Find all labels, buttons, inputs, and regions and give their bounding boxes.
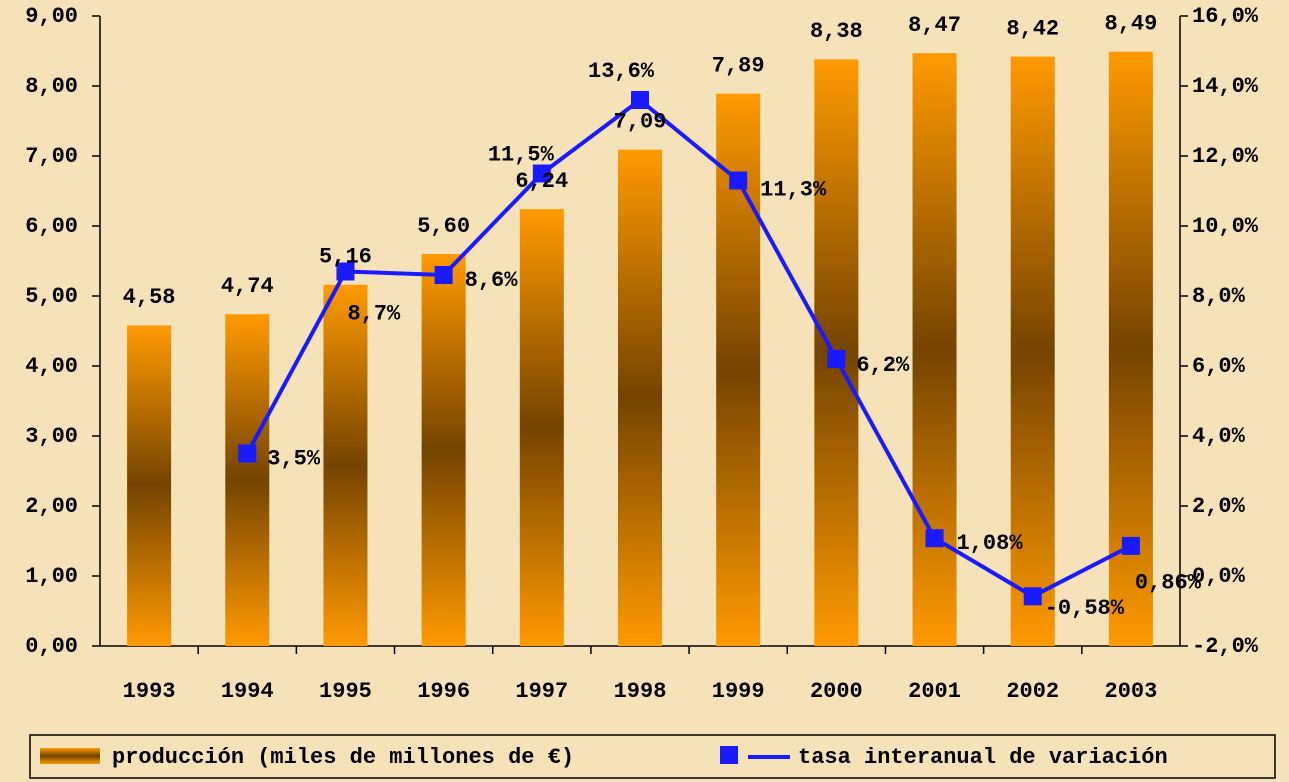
line-value-label: 3,5%	[267, 446, 321, 471]
y2-tick-label: 6,0%	[1192, 354, 1246, 379]
y2-tick-label: 0,0%	[1192, 564, 1246, 589]
line-value-label: 11,5%	[488, 142, 555, 167]
y-tick-label: 8,00	[25, 74, 78, 99]
bar-value-label: 5,16	[319, 245, 372, 270]
marker	[631, 91, 649, 109]
y2-tick-label: 16,0%	[1192, 4, 1259, 29]
line-value-label: 6,2%	[856, 353, 910, 378]
bar-value-label: 4,74	[221, 274, 274, 299]
x-tick-label: 1995	[319, 679, 372, 704]
y-tick-label: 2,00	[25, 494, 78, 519]
x-tick-label: 1994	[221, 679, 274, 704]
marker	[336, 262, 355, 281]
bar-value-label: 7,89	[712, 54, 765, 79]
bar	[225, 314, 270, 646]
y-tick-label: 4,00	[25, 354, 78, 379]
y-tick-label: 1,00	[25, 564, 78, 589]
y2-tick-label: 14,0%	[1192, 74, 1259, 99]
y2-tick-label: -2,0%	[1192, 634, 1259, 659]
line-value-label: 0,86%	[1135, 571, 1202, 596]
bar-value-label: 6,24	[515, 169, 568, 194]
bar	[323, 284, 368, 646]
legend-swatch-bar	[40, 748, 100, 764]
marker	[925, 529, 944, 548]
x-tick-label: 1996	[417, 679, 470, 704]
y2-tick-label: 2,0%	[1192, 494, 1246, 519]
line-value-label: 8,7%	[347, 301, 401, 326]
y-tick-label: 5,00	[25, 284, 78, 309]
marker	[532, 164, 551, 183]
line	[245, 97, 1132, 599]
marker	[1121, 536, 1140, 555]
marker	[238, 444, 257, 463]
marker	[827, 350, 846, 368]
line-value-label: 8,6%	[465, 268, 519, 293]
bar	[912, 53, 957, 647]
line-value-label: 11,3%	[760, 177, 827, 202]
bar-value-label: 4,58	[123, 285, 176, 310]
y2-tick-label: 8,0%	[1192, 284, 1246, 309]
bar-value-label: 8,47	[908, 13, 961, 38]
y2-tick-label: 12,0%	[1192, 144, 1259, 169]
marker	[434, 266, 453, 284]
legend-box	[29, 734, 1276, 779]
x-tick-label: 1997	[515, 679, 568, 704]
bar-value-label: 7,09	[614, 110, 667, 135]
legend-label: producción (miles de millones de €)	[112, 745, 574, 770]
x-tick-label: 1999	[712, 679, 765, 704]
bar	[519, 209, 564, 646]
line-value-label: 13,6%	[588, 59, 655, 84]
line-value-label: 1,08%	[957, 531, 1024, 556]
y-tick-label: 9,00	[25, 4, 78, 29]
y-tick-label: 6,00	[25, 214, 78, 239]
y-tick-label: 0,00	[25, 634, 78, 659]
x-tick-label: 1993	[123, 679, 176, 704]
line-value-label: -0,58%	[1045, 596, 1125, 621]
legend-swatch-marker	[720, 746, 738, 764]
bar	[1010, 56, 1055, 647]
marker	[1023, 587, 1042, 606]
bar	[1108, 51, 1153, 646]
bar	[618, 149, 662, 646]
y-tick-label: 7,00	[25, 144, 78, 169]
x-tick-label: 1998	[614, 679, 667, 704]
bar	[127, 325, 172, 646]
y-tick-label: 3,00	[25, 424, 78, 449]
bar	[421, 254, 466, 646]
x-tick-label: 2002	[1006, 679, 1059, 704]
x-tick-label: 2001	[908, 679, 961, 704]
legend-label: tasa interanual de variación	[798, 745, 1168, 770]
bar-value-label: 8,49	[1105, 12, 1158, 37]
x-tick-label: 2003	[1105, 679, 1158, 704]
bar-value-label: 8,42	[1006, 16, 1059, 41]
y2-tick-label: 4,0%	[1192, 424, 1246, 449]
y2-tick-label: 10,0%	[1192, 214, 1259, 239]
bar-value-label: 8,38	[810, 19, 863, 44]
x-tick-label: 2000	[810, 679, 863, 704]
bar-value-label: 5,60	[417, 214, 470, 239]
marker	[729, 171, 748, 190]
